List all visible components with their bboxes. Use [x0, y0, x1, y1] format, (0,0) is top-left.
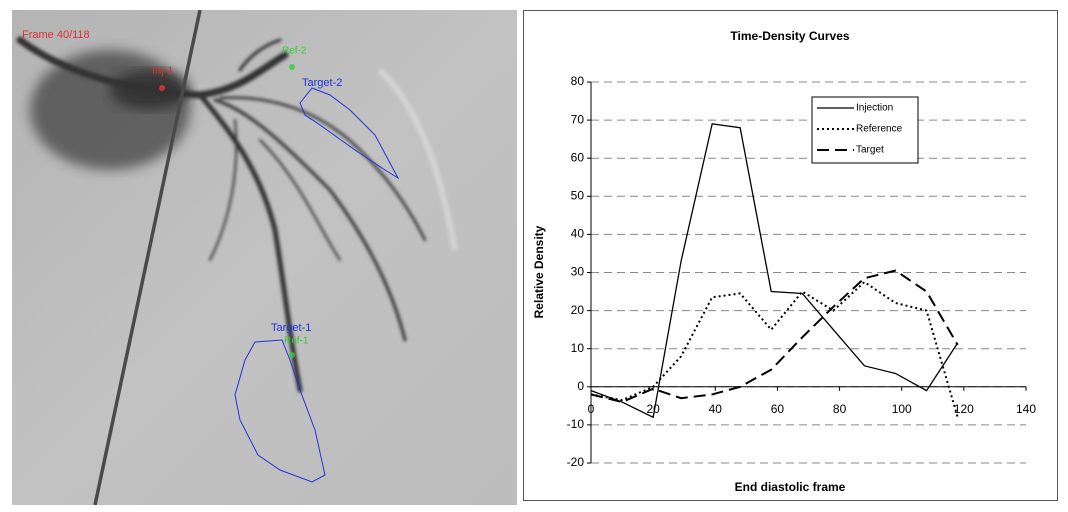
x-axis-label: End diastolic frame — [735, 480, 846, 494]
x-tick-label: 100 — [892, 402, 912, 416]
y-tick-label: 30 — [571, 265, 585, 279]
x-tick-label: 20 — [646, 402, 660, 416]
roi-label: Target-2 — [302, 77, 342, 89]
roi-label: Ref-2 — [282, 46, 307, 57]
y-tick-label: 0 — [577, 379, 584, 393]
y-tick-label: 60 — [571, 150, 585, 164]
y-tick-label: 70 — [571, 112, 585, 126]
series-line — [590, 269, 959, 404]
y-tick-label: 40 — [571, 227, 585, 241]
x-tick-label: 40 — [709, 402, 723, 416]
legend-label: Target — [856, 145, 884, 156]
x-tick-label: 60 — [771, 402, 785, 416]
y-tick-label: -10 — [567, 417, 585, 431]
angiogram: Frame 40/118 Inj-1 Ref-2 Target-2 Target… — [12, 10, 517, 505]
series-line — [590, 280, 959, 418]
series-line — [590, 123, 959, 419]
roi-label: Ref-1 — [284, 336, 309, 347]
x-tick-label: 80 — [833, 402, 847, 416]
y-axis-label: Relative Density — [532, 225, 546, 318]
y-tick-label: 20 — [571, 303, 585, 317]
chart-frame — [523, 10, 1058, 501]
y-tick-label: 50 — [571, 188, 585, 202]
chart-title: Time-Density Curves — [730, 29, 849, 43]
x-tick-label: 120 — [954, 402, 974, 416]
legend-label: Injection — [856, 103, 893, 114]
x-tick-label: 0 — [588, 402, 595, 416]
roi-label: Inj-1 — [152, 65, 173, 77]
roi-label: Target-1 — [271, 322, 311, 334]
x-tick-label: 140 — [1016, 402, 1036, 416]
y-tick-label: 10 — [571, 341, 585, 355]
legend-label: Reference — [856, 124, 903, 135]
y-tick-label: 80 — [571, 74, 585, 88]
frame-label: Frame 40/118 — [22, 29, 90, 41]
y-tick-label: -20 — [567, 455, 585, 469]
